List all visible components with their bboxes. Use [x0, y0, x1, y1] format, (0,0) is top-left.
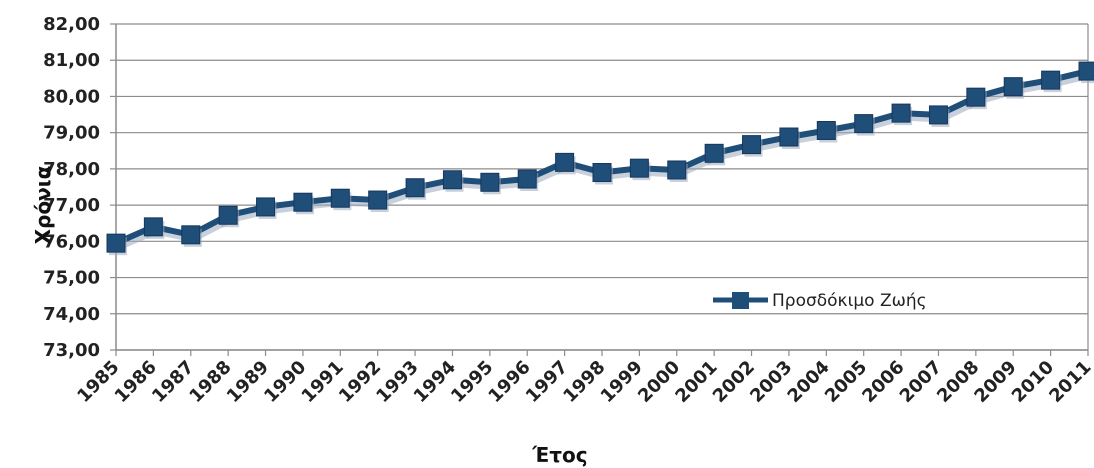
y-tick-label: 75,00	[43, 268, 100, 289]
x-tick-label: 1995	[447, 357, 497, 407]
data-point	[667, 160, 687, 180]
x-tick-label: 2002	[709, 357, 759, 407]
gridlines	[116, 23, 1088, 351]
data-point	[405, 178, 425, 198]
x-tick-label: 2003	[746, 357, 796, 407]
x-tick-label: 1985	[73, 357, 123, 407]
data-point	[480, 172, 500, 192]
data-point	[816, 120, 836, 140]
y-tick-labels: 73,00 74,00 75,00 76,00 77,00 78,00 79,00 80,00…	[43, 14, 100, 361]
x-tick-label: 1990	[260, 357, 310, 407]
data-point	[256, 197, 276, 217]
x-tick-label: 2011	[1045, 357, 1094, 407]
x-tick-label: 1987	[148, 357, 198, 407]
data-point	[330, 188, 350, 208]
data-point	[555, 152, 575, 172]
x-tick-label: 2001	[671, 357, 721, 407]
y-tick-label: 79,00	[43, 123, 100, 144]
series-layer	[106, 61, 1094, 256]
y-tick-label: 74,00	[43, 304, 100, 325]
x-tick-label: 1991	[298, 357, 348, 407]
axes	[110, 23, 1089, 356]
y-tick-label: 77,00	[43, 195, 100, 216]
data-point	[891, 103, 911, 123]
x-tick-label: 1992	[335, 357, 385, 407]
data-point	[704, 143, 724, 163]
x-tick-label: 2005	[821, 357, 871, 407]
x-tick-label: 2010	[1008, 357, 1058, 407]
data-point	[218, 205, 238, 225]
x-tick-label: 1994	[410, 357, 460, 407]
y-tick-label: 76,00	[43, 231, 100, 252]
data-point	[442, 170, 462, 190]
x-tick-labels: 1985198619871988198919901991199219931994…	[73, 357, 1094, 407]
x-tick-label: 2006	[858, 357, 908, 407]
data-point	[966, 87, 986, 107]
data-point	[1003, 77, 1023, 97]
data-point	[592, 163, 612, 183]
x-tick-label: 1989	[223, 357, 273, 407]
data-point	[1041, 70, 1061, 90]
data-point	[928, 105, 948, 125]
y-axis-title: Χρόνια	[31, 166, 55, 245]
data-point	[854, 114, 874, 134]
data-point	[779, 127, 799, 147]
x-tick-label: 1999	[597, 357, 647, 407]
x-tick-label: 1986	[111, 357, 161, 407]
series-line-shadow	[113, 69, 1094, 251]
data-point	[742, 135, 762, 155]
data-point	[1078, 61, 1094, 81]
x-tick-label: 2007	[896, 357, 946, 407]
data-point	[629, 158, 649, 178]
x-tick-label: 1998	[559, 357, 609, 407]
data-point	[293, 192, 313, 212]
x-tick-label: 1996	[484, 357, 534, 407]
x-tick-label: 1997	[522, 357, 572, 407]
y-tick-label: 80,00	[43, 86, 100, 107]
legend: Προσδόκιμο Ζωής	[713, 291, 927, 311]
legend-label: Προσδόκιμο Ζωής	[772, 291, 927, 311]
y-tick-label: 82,00	[43, 14, 100, 35]
data-point	[368, 190, 388, 210]
data-point	[517, 169, 537, 189]
x-tick-label: 1988	[185, 357, 235, 407]
y-tick-label: 81,00	[43, 50, 100, 71]
legend-square-marker	[732, 292, 749, 309]
x-tick-label: 2008	[933, 357, 983, 407]
y-tick-label: 73,00	[43, 340, 100, 361]
data-point	[143, 217, 163, 237]
x-tick-label: 2000	[634, 357, 684, 407]
x-axis-title: Έτος	[531, 443, 587, 467]
y-tick-label: 78,00	[43, 159, 100, 180]
x-tick-label: 2004	[784, 357, 834, 407]
data-point	[106, 233, 126, 253]
data-point	[181, 225, 201, 245]
x-tick-label: 1993	[372, 357, 422, 407]
x-tick-label: 2009	[970, 357, 1020, 407]
